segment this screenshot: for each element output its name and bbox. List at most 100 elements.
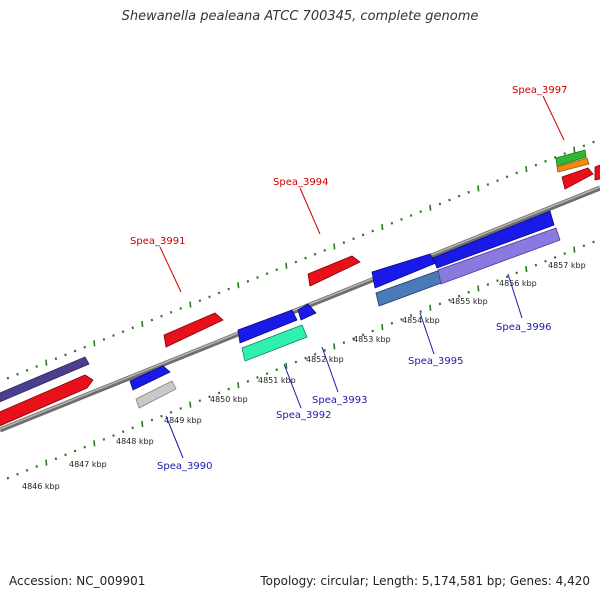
upper-track-major-tick [333,243,336,250]
lower-track-minor-tick [198,399,202,403]
lower-track-minor-tick [409,314,413,317]
upper-track-minor-tick [563,152,566,155]
upper-track-minor-tick [6,376,10,380]
map-title: Shewanella pealeana ATCC 700345, complet… [121,9,479,24]
lower-track-minor-tick [217,391,221,395]
lower-track-minor-tick [390,321,394,325]
lower-track-minor-tick [592,240,595,244]
upper-track-major-tick [45,359,48,366]
lower-track-minor-tick [25,469,29,472]
scale-label-4855: 4855 kbp [450,297,488,306]
scale-labels: 4846 kbp 4847 kbp 4848 kbp 4849 kbp 4850… [22,261,586,491]
upper-track-minor-tick [592,140,595,144]
lower-track-major-tick [141,420,144,427]
gene-label-spea-3990: Spea_3990 [157,461,212,472]
lower-track-minor-tick [352,337,355,341]
lower-track-minor-tick [553,256,557,259]
gene-arrow-spea-3994 [307,255,361,287]
upper-tick-track [6,140,595,380]
upper-track-major-tick [93,340,96,347]
lower-track-minor-tick [361,333,365,337]
lower-track-major-tick [573,246,576,253]
upper-track-minor-tick [361,233,365,237]
lower-track-minor-tick [419,310,422,313]
upper-track-minor-tick [112,334,115,337]
lower-track-minor-tick [35,465,38,468]
scale-label-4856: 4856 kbp [499,279,537,288]
lower-track-minor-tick [323,348,326,352]
gene-label-spea-3996: Spea_3996 [496,322,551,333]
upper-track-minor-tick [131,326,134,330]
upper-track-major-tick [525,165,528,173]
upper-track-minor-tick [467,190,470,194]
lower-track-minor-tick [83,445,86,449]
gene-arrow-spea-3993 [237,309,298,344]
upper-track-minor-tick [246,279,250,283]
upper-track-minor-tick [438,202,442,206]
upper-track-minor-tick [294,260,298,264]
gene-arrow-spea-3990-grey [135,380,177,409]
gene-arrow-spea-3992 [241,324,308,362]
upper-track-minor-tick [73,349,77,353]
lower-track-minor-tick [150,418,154,422]
upper-track-minor-tick [121,330,125,334]
upper-track-minor-tick [150,318,154,322]
upper-track-minor-tick [486,183,490,186]
lower-track-major-tick [285,362,288,369]
gene-label-spea-3992: Spea_3992 [276,410,331,421]
upper-track-minor-tick [179,307,182,310]
lower-track-minor-tick [73,449,77,453]
upper-track-minor-tick [323,248,326,252]
gene-arrow-spea-3990-blue [129,365,171,391]
lower-track-minor-tick [169,410,173,414]
upper-track-minor-tick [102,338,106,341]
lower-track-minor-tick [467,290,470,294]
lower-track-minor-tick [448,298,451,302]
lower-tick-track [6,240,595,480]
lower-track-major-tick [45,459,48,466]
gene-arrow-red-right [561,167,594,190]
lower-track-minor-tick [496,279,499,283]
upper-track-minor-tick [198,299,202,303]
lower-track-minor-tick [534,263,538,267]
upper-track-major-tick [237,282,240,289]
lower-track-major-tick [381,324,384,331]
lower-track-minor-tick [265,372,269,375]
upper-track-minor-tick [400,218,403,221]
gene-label-spea-3994: Spea_3994 [273,177,328,188]
upper-track-major-tick [381,224,384,231]
upper-track-minor-tick [160,314,163,318]
scale-label-4847: 4847 kbp [69,460,107,469]
gene-arrow-spea-3996 [437,227,561,285]
upper-track-minor-tick [342,241,346,244]
lower-track-minor-tick [438,302,442,306]
gene-arrow-red-edge [594,164,600,181]
upper-track-minor-tick [275,268,278,272]
upper-track-minor-tick [544,159,547,163]
gene-label-spea-3995: Spea_3995 [408,356,463,367]
upper-track-minor-tick [256,276,259,279]
upper-track-minor-tick [457,194,461,198]
upper-track-major-tick [429,204,432,211]
lower-track-minor-tick [6,476,10,480]
lower-track-minor-tick [102,438,106,441]
upper-track-minor-tick [313,252,317,256]
upper-track-minor-tick [16,372,19,376]
upper-track-minor-tick [390,221,394,225]
scale-label-4854: 4854 kbp [402,316,440,325]
lower-track-minor-tick [160,414,163,418]
upper-track-minor-tick [582,144,586,148]
upper-track-minor-tick [553,156,557,159]
lower-track-minor-tick [275,368,278,372]
lower-track-minor-tick [371,329,374,333]
upper-track-minor-tick [208,295,211,299]
upper-track-minor-tick [371,229,374,233]
upper-track-minor-tick [534,163,538,167]
upper-track-minor-tick [54,357,58,361]
lower-track-minor-tick [16,472,19,476]
lower-track-major-tick [429,304,432,311]
scale-label-4848: 4848 kbp [116,437,154,446]
scale-label-4846: 4846 kbp [22,482,60,491]
lower-track-minor-tick [582,244,586,248]
leader-spea-3990 [165,415,184,459]
